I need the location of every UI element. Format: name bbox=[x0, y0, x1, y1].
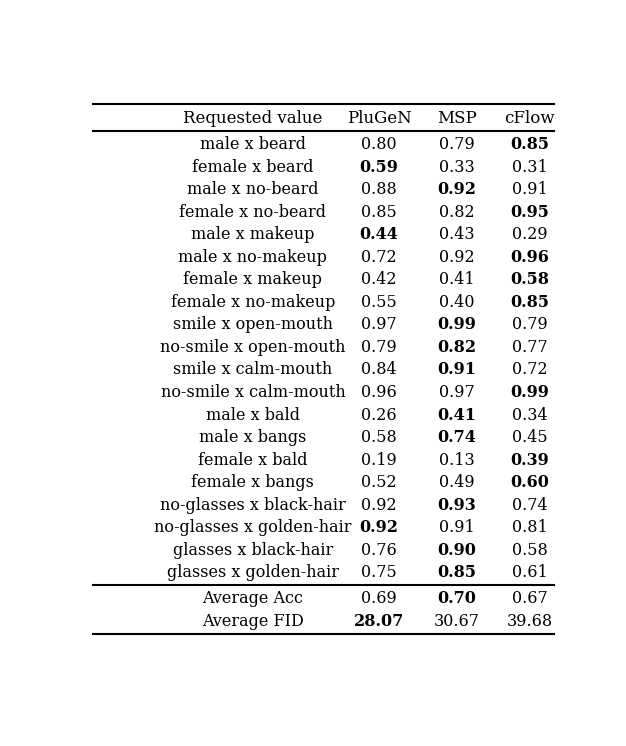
Text: 0.43: 0.43 bbox=[439, 226, 475, 243]
Text: 0.95: 0.95 bbox=[510, 204, 549, 221]
Text: 0.93: 0.93 bbox=[438, 497, 476, 514]
Text: smile x open-mouth: smile x open-mouth bbox=[173, 316, 333, 333]
Text: male x makeup: male x makeup bbox=[191, 226, 315, 243]
Text: 0.97: 0.97 bbox=[439, 384, 475, 401]
Text: 0.70: 0.70 bbox=[437, 590, 476, 607]
Text: 0.41: 0.41 bbox=[437, 407, 476, 424]
Text: 0.92: 0.92 bbox=[439, 248, 475, 266]
Text: Requested value: Requested value bbox=[183, 110, 322, 127]
Text: 0.79: 0.79 bbox=[439, 136, 475, 153]
Text: male x bald: male x bald bbox=[206, 407, 300, 424]
Text: no-smile x open-mouth: no-smile x open-mouth bbox=[160, 339, 346, 356]
Text: 0.84: 0.84 bbox=[361, 362, 397, 378]
Text: 0.26: 0.26 bbox=[361, 407, 397, 424]
Text: male x beard: male x beard bbox=[200, 136, 306, 153]
Text: 0.55: 0.55 bbox=[361, 294, 397, 311]
Text: PluGeN: PluGeN bbox=[347, 110, 411, 127]
Text: 0.72: 0.72 bbox=[511, 362, 547, 378]
Text: 39.68: 39.68 bbox=[506, 613, 553, 630]
Text: glasses x golden-hair: glasses x golden-hair bbox=[167, 565, 339, 581]
Text: 0.85: 0.85 bbox=[510, 294, 549, 311]
Text: 0.92: 0.92 bbox=[361, 497, 397, 514]
Text: female x bald: female x bald bbox=[198, 451, 307, 468]
Text: 0.80: 0.80 bbox=[361, 136, 397, 153]
Text: female x no-beard: female x no-beard bbox=[180, 204, 326, 221]
Text: 0.75: 0.75 bbox=[361, 565, 397, 581]
Text: male x no-beard: male x no-beard bbox=[187, 181, 319, 198]
Text: 0.97: 0.97 bbox=[361, 316, 397, 333]
Text: 0.58: 0.58 bbox=[361, 429, 397, 446]
Text: 0.91: 0.91 bbox=[437, 362, 476, 378]
Text: 0.82: 0.82 bbox=[437, 339, 476, 356]
Text: 0.13: 0.13 bbox=[439, 451, 475, 468]
Text: 0.85: 0.85 bbox=[437, 565, 476, 581]
Text: 0.82: 0.82 bbox=[439, 204, 475, 221]
Text: 0.49: 0.49 bbox=[439, 474, 475, 491]
Text: 0.39: 0.39 bbox=[510, 451, 549, 468]
Text: male x bangs: male x bangs bbox=[199, 429, 307, 446]
Text: 0.31: 0.31 bbox=[511, 158, 547, 175]
Text: 0.96: 0.96 bbox=[361, 384, 397, 401]
Text: no-smile x calm-mouth: no-smile x calm-mouth bbox=[160, 384, 346, 401]
Text: 0.96: 0.96 bbox=[510, 248, 549, 266]
Text: 0.79: 0.79 bbox=[511, 316, 547, 333]
Text: no-glasses x black-hair: no-glasses x black-hair bbox=[160, 497, 346, 514]
Text: 0.92: 0.92 bbox=[359, 519, 399, 536]
Text: 0.79: 0.79 bbox=[361, 339, 397, 356]
Text: 0.90: 0.90 bbox=[437, 542, 476, 559]
Text: female x makeup: female x makeup bbox=[183, 272, 322, 288]
Text: 0.59: 0.59 bbox=[359, 158, 399, 175]
Text: 0.91: 0.91 bbox=[511, 181, 547, 198]
Text: male x no-makeup: male x no-makeup bbox=[178, 248, 327, 266]
Text: MSP: MSP bbox=[437, 110, 476, 127]
Text: 0.67: 0.67 bbox=[511, 590, 547, 607]
Text: 0.99: 0.99 bbox=[510, 384, 549, 401]
Text: 0.29: 0.29 bbox=[511, 226, 547, 243]
Text: 0.88: 0.88 bbox=[361, 181, 397, 198]
Text: 0.33: 0.33 bbox=[439, 158, 475, 175]
Text: 0.76: 0.76 bbox=[361, 542, 397, 559]
Text: female x bangs: female x bangs bbox=[192, 474, 314, 491]
Text: female x beard: female x beard bbox=[192, 158, 314, 175]
Text: Average Acc: Average Acc bbox=[202, 590, 304, 607]
Text: 0.61: 0.61 bbox=[511, 565, 547, 581]
Text: 0.42: 0.42 bbox=[361, 272, 397, 288]
Text: 0.77: 0.77 bbox=[511, 339, 547, 356]
Text: 0.74: 0.74 bbox=[511, 497, 547, 514]
Text: 0.74: 0.74 bbox=[437, 429, 476, 446]
Text: 0.58: 0.58 bbox=[510, 272, 549, 288]
Text: 0.81: 0.81 bbox=[511, 519, 547, 536]
Text: no-glasses x golden-hair: no-glasses x golden-hair bbox=[154, 519, 352, 536]
Text: 0.69: 0.69 bbox=[361, 590, 397, 607]
Text: 0.41: 0.41 bbox=[439, 272, 475, 288]
Text: 30.67: 30.67 bbox=[434, 613, 480, 630]
Text: 0.40: 0.40 bbox=[439, 294, 475, 311]
Text: 0.19: 0.19 bbox=[361, 451, 397, 468]
Text: 0.99: 0.99 bbox=[437, 316, 476, 333]
Text: 0.85: 0.85 bbox=[361, 204, 397, 221]
Text: 0.60: 0.60 bbox=[510, 474, 549, 491]
Text: 0.45: 0.45 bbox=[511, 429, 547, 446]
Text: 0.58: 0.58 bbox=[511, 542, 547, 559]
Text: 0.72: 0.72 bbox=[361, 248, 397, 266]
Text: 0.85: 0.85 bbox=[510, 136, 549, 153]
Text: smile x calm-mouth: smile x calm-mouth bbox=[173, 362, 332, 378]
Text: cFlow: cFlow bbox=[504, 110, 555, 127]
Text: 0.92: 0.92 bbox=[437, 181, 476, 198]
Text: 0.91: 0.91 bbox=[439, 519, 475, 536]
Text: female x no-makeup: female x no-makeup bbox=[171, 294, 335, 311]
Text: 0.52: 0.52 bbox=[361, 474, 397, 491]
Text: glasses x black-hair: glasses x black-hair bbox=[173, 542, 333, 559]
Text: 0.34: 0.34 bbox=[511, 407, 547, 424]
Text: 28.07: 28.07 bbox=[354, 613, 404, 630]
Text: Average FID: Average FID bbox=[202, 613, 304, 630]
Text: 0.44: 0.44 bbox=[359, 226, 399, 243]
